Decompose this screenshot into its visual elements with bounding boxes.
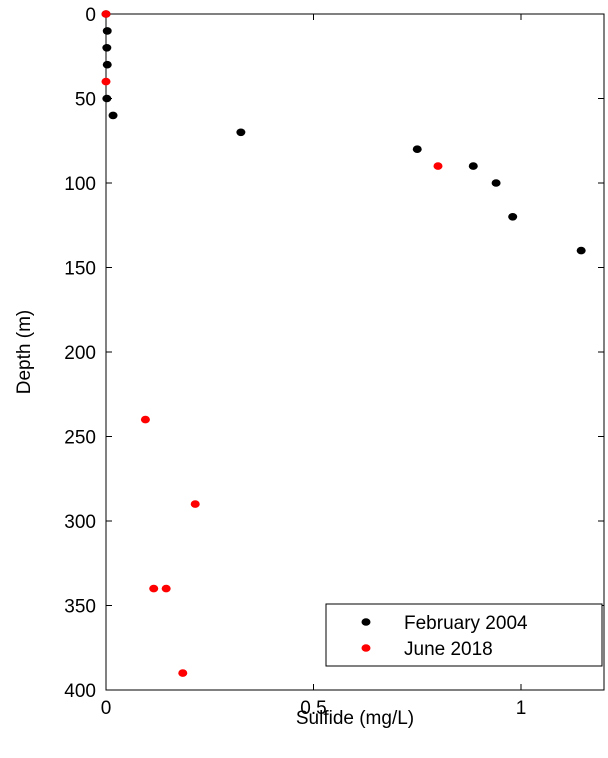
x-tick-label: 0 bbox=[101, 698, 112, 719]
y-axis-title: Depth (m) bbox=[14, 310, 35, 394]
legend-label: February 2004 bbox=[404, 613, 528, 634]
x-axis-title: Sulfide (mg/L) bbox=[296, 708, 414, 729]
data-point bbox=[140, 415, 150, 424]
data-point bbox=[108, 111, 118, 120]
data-point bbox=[161, 584, 171, 593]
y-tick-label: 300 bbox=[64, 512, 96, 533]
y-tick-label: 100 bbox=[64, 174, 96, 195]
data-point bbox=[102, 44, 112, 52]
legend-marker bbox=[361, 644, 371, 652]
data-point bbox=[101, 77, 111, 86]
legend-marker bbox=[361, 618, 371, 626]
data-point bbox=[491, 179, 501, 187]
y-tick-label: 350 bbox=[64, 597, 96, 618]
legend-label: June 2018 bbox=[404, 639, 493, 660]
plot-border bbox=[105, 13, 605, 691]
data-points bbox=[101, 10, 586, 677]
x-tick-label: 1 bbox=[516, 698, 527, 719]
data-point bbox=[433, 162, 443, 170]
data-point bbox=[178, 669, 188, 677]
data-point bbox=[101, 10, 111, 18]
data-point bbox=[102, 27, 112, 35]
y-tick-label: 200 bbox=[64, 343, 96, 364]
legend-box bbox=[325, 603, 603, 667]
series-june-2018 bbox=[101, 10, 443, 677]
legend: February 2004 June 2018 bbox=[325, 603, 603, 667]
y-tick-label: 250 bbox=[64, 428, 96, 449]
data-point bbox=[102, 60, 112, 69]
y-axis: 0 50 100 150 200 250 300 350 400 bbox=[64, 5, 604, 702]
data-point bbox=[576, 246, 586, 255]
data-point bbox=[412, 145, 422, 153]
y-tick-label: 150 bbox=[64, 259, 96, 280]
data-point bbox=[236, 128, 246, 137]
data-point bbox=[190, 500, 200, 508]
plot-area bbox=[105, 13, 605, 691]
data-point bbox=[508, 213, 518, 221]
y-tick-label: 0 bbox=[85, 5, 96, 26]
data-point bbox=[149, 584, 159, 593]
data-point bbox=[102, 94, 112, 103]
data-point bbox=[468, 162, 478, 170]
series-february-2004 bbox=[101, 10, 586, 255]
y-tick-label: 50 bbox=[75, 90, 96, 111]
x-tick-label: 0.5 bbox=[300, 698, 326, 719]
y-tick-label: 400 bbox=[64, 681, 96, 702]
